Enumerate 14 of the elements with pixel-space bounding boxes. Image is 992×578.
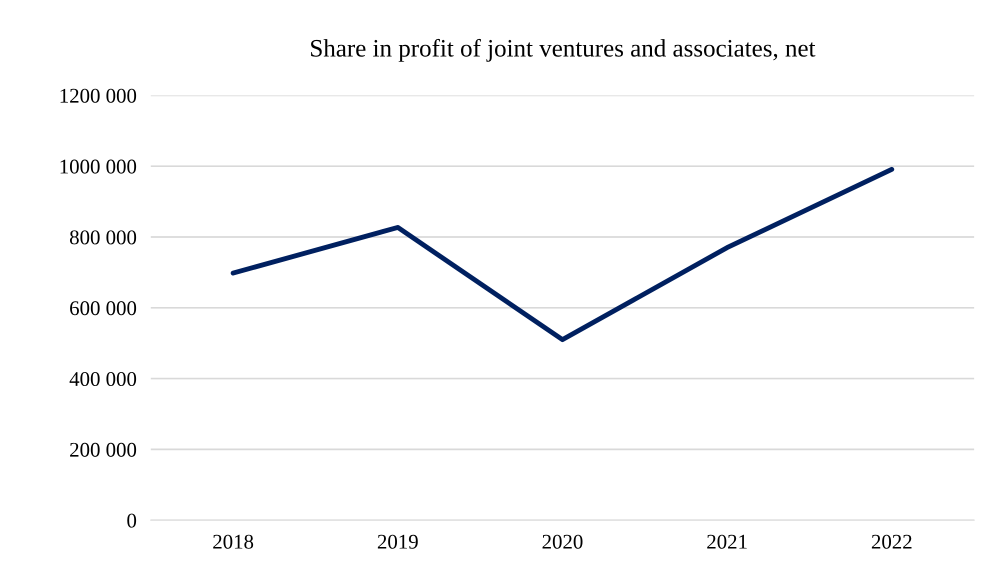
y-tick-label: 400 000 [70,372,136,386]
y-tick-label: 800 000 [70,230,136,244]
x-tick-label: 2021 [707,534,747,549]
line-series [230,166,894,342]
x-tick-label: 2022 [872,534,912,549]
y-tick-label: 600 000 [70,301,136,316]
x-tick-label: 2019 [378,534,418,549]
y-tick-label: 1200 000 [60,88,136,103]
y-tick-label: 0 [127,514,136,528]
x-tick-label: 2018 [213,534,254,549]
y-tick-label: 200 000 [70,442,136,457]
y-tick-label: 1000 000 [60,160,136,174]
chart-title: Share in profit of joint ventures and associates, net [311,38,816,62]
x-tick-label: 2020 [542,534,583,549]
